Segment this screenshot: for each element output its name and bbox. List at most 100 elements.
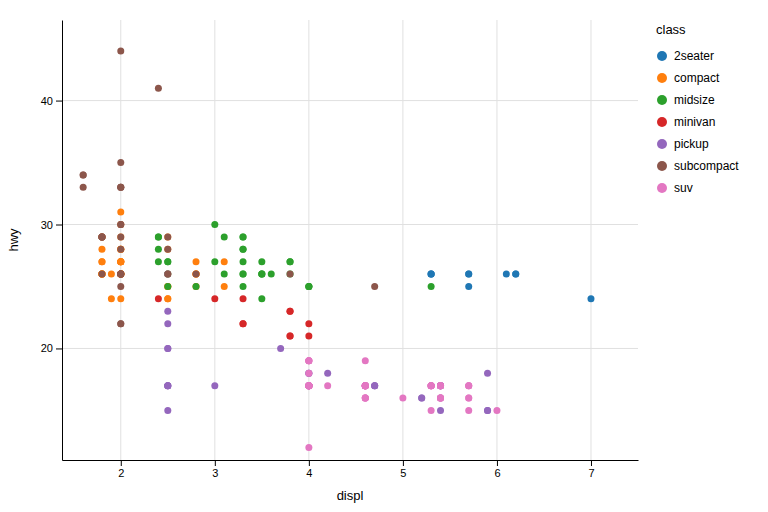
point [437, 382, 444, 389]
point [362, 395, 369, 402]
point [164, 271, 171, 278]
legend: class2seatercompactmidsizeminivanpickups… [656, 22, 739, 195]
point [305, 357, 312, 364]
x-tick-label: 3 [212, 467, 218, 479]
legend-swatch [657, 73, 667, 83]
point [117, 221, 124, 228]
point [164, 308, 171, 315]
point [164, 295, 171, 302]
point [428, 382, 435, 389]
point [258, 271, 265, 278]
point [437, 395, 444, 402]
point [117, 271, 124, 278]
point [305, 382, 312, 389]
point [362, 382, 369, 389]
point [117, 258, 124, 265]
point [240, 233, 247, 240]
x-axis-title: displ [337, 488, 364, 503]
y-tick: 20 [41, 342, 62, 354]
point [428, 382, 435, 389]
legend-item: minivan [657, 115, 715, 129]
point [484, 407, 491, 414]
point [305, 444, 312, 451]
point [193, 271, 200, 278]
point [164, 246, 171, 253]
point [211, 382, 218, 389]
x-tick: 7 [588, 460, 594, 479]
x-tick: 2 [118, 460, 124, 479]
point [221, 283, 228, 290]
point [437, 395, 444, 402]
grid-line-x [308, 20, 309, 460]
point [80, 171, 87, 178]
point [155, 233, 162, 240]
legend-label: compact [674, 71, 720, 85]
point [117, 233, 124, 240]
point [287, 271, 294, 278]
point [437, 382, 444, 389]
point [437, 382, 444, 389]
point [428, 382, 435, 389]
grid-line-x [590, 20, 591, 460]
point [117, 320, 124, 327]
point [287, 308, 294, 315]
point [117, 295, 124, 302]
point [371, 283, 378, 290]
point [240, 246, 247, 253]
point [164, 382, 171, 389]
legend-label: pickup [674, 137, 709, 151]
point [287, 258, 294, 265]
point [164, 283, 171, 290]
point [484, 370, 491, 377]
point [362, 382, 369, 389]
point [362, 382, 369, 389]
point [98, 233, 105, 240]
legend-item: compact [657, 71, 720, 85]
series [98, 209, 227, 303]
point [117, 221, 124, 228]
y-tick-mark [56, 225, 62, 226]
grid-line-y [62, 348, 638, 349]
point [399, 395, 406, 402]
x-tick-label: 5 [400, 467, 406, 479]
point [305, 382, 312, 389]
point [117, 271, 124, 278]
legend-swatch [657, 139, 667, 149]
point [117, 221, 124, 228]
legend-swatch [657, 183, 667, 193]
y-tick-label: 40 [41, 95, 53, 107]
point [305, 333, 312, 340]
x-tick-mark [497, 460, 498, 466]
point [117, 271, 124, 278]
point [117, 271, 124, 278]
point [277, 345, 284, 352]
point [324, 370, 331, 377]
point [428, 283, 435, 290]
y-tick-mark [56, 348, 62, 349]
series [155, 221, 435, 302]
point [117, 271, 124, 278]
x-tick: 5 [400, 460, 406, 479]
point [258, 271, 265, 278]
point [512, 271, 519, 278]
point [240, 233, 247, 240]
point [117, 246, 124, 253]
point [117, 184, 124, 191]
point [305, 382, 312, 389]
point [211, 295, 218, 302]
legend-item: 2seater [657, 49, 714, 63]
point [287, 308, 294, 315]
point [211, 258, 218, 265]
point [193, 258, 200, 265]
point [305, 357, 312, 364]
x-tick-label: 4 [306, 467, 312, 479]
point [240, 246, 247, 253]
point [437, 407, 444, 414]
point [371, 382, 378, 389]
point [437, 395, 444, 402]
legend-title: class [656, 22, 686, 37]
point [465, 271, 472, 278]
point [193, 271, 200, 278]
point [437, 382, 444, 389]
x-tick-mark [403, 460, 404, 466]
